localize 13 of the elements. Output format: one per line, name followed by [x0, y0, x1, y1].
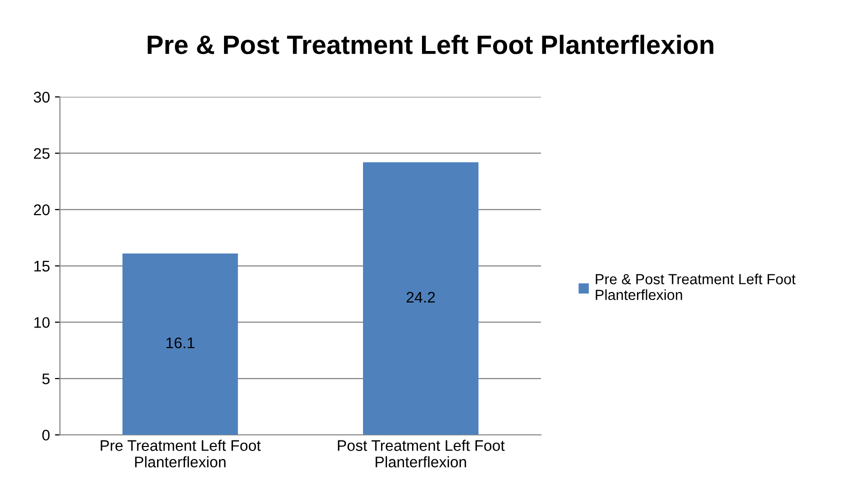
- y-tick-label: 20: [34, 204, 50, 216]
- y-tick-label: 10: [34, 317, 50, 328]
- x-tick-label: Post Treatment Left Foot Planterflexion: [338, 440, 505, 468]
- x-tick-label: Pre Treatment Left Foot Planterflexion: [100, 440, 261, 468]
- y-tick-label: 5: [42, 374, 50, 384]
- y-tick-label: 30: [34, 92, 50, 103]
- y-tick-label: 25: [34, 148, 50, 159]
- data-label: 16.1: [166, 337, 194, 348]
- data-label: 24.2: [406, 292, 435, 303]
- chart-title: Pre & Post Treatment Left Foot Planterflexion: [148, 34, 714, 54]
- y-tick-label: 0: [42, 430, 50, 441]
- legend-label: Pre & Post Treatment Left Foot Planterflexion: [596, 274, 796, 300]
- y-tick-label: 15: [34, 260, 50, 272]
